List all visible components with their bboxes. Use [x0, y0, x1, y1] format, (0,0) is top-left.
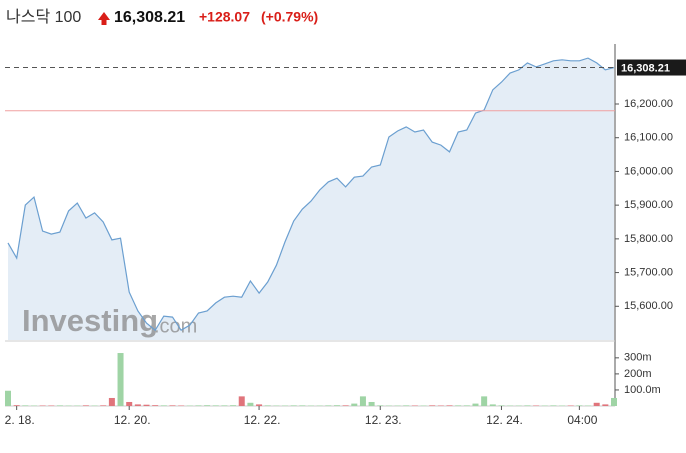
volume-bar — [489, 404, 496, 406]
volume-bar — [524, 405, 531, 406]
volume-bar — [377, 405, 384, 406]
volume-bar — [13, 405, 20, 406]
volume-bar — [299, 405, 306, 406]
volume-bar — [100, 405, 107, 406]
volume-bar — [576, 405, 583, 406]
volume-bar — [5, 390, 11, 406]
volume-bar — [160, 405, 167, 406]
change: +128.07 — [199, 9, 250, 25]
volume-bar — [212, 405, 219, 406]
volume-bar — [481, 396, 488, 406]
watermark: Investing .com — [22, 303, 197, 338]
volume-bar — [108, 397, 115, 406]
x-tick-label: 12. 23. — [365, 413, 402, 427]
x-tick-label: 12. 22. — [244, 413, 281, 427]
y-tick-label: 16,000.00 — [624, 165, 673, 177]
volume-bar — [82, 405, 89, 406]
volume-bar — [195, 405, 202, 406]
x-tick-label: 12. 24. — [486, 413, 523, 427]
x-tick-label: 04:00 — [567, 413, 597, 427]
volume-bar — [593, 402, 600, 406]
y-tick-label: 15,600.00 — [624, 300, 673, 312]
volume-bar — [143, 404, 150, 406]
last-price-box — [617, 59, 686, 76]
price-area — [8, 58, 614, 340]
volume-bar — [22, 405, 29, 406]
y-tick-label: 16,200.00 — [624, 98, 673, 110]
volume-bar — [256, 404, 263, 406]
y-tick-label: 16,100.00 — [624, 132, 673, 144]
volume-bar — [117, 353, 124, 406]
volume-bar — [126, 401, 133, 406]
volume-bar — [611, 397, 617, 406]
x-tick-label: 12. 20. — [114, 413, 151, 427]
volume-bar — [221, 405, 228, 406]
volume-bar — [238, 396, 245, 406]
last-price-label: 16,308.21 — [621, 62, 670, 74]
volume-bar — [169, 405, 176, 406]
volume-bar — [463, 405, 470, 406]
volume-bar — [403, 405, 410, 406]
watermark-brand: Investing — [22, 303, 158, 338]
volume-bar — [498, 405, 505, 406]
volume-bar — [247, 402, 254, 406]
volume-bar — [333, 405, 340, 406]
volume-bar — [429, 405, 436, 406]
volume-bar — [351, 403, 358, 406]
up-arrow — [98, 12, 110, 25]
volume-tick-label: 100.0m — [624, 384, 661, 396]
y-tick-label: 15,800.00 — [624, 233, 673, 245]
watermark-domain: .com — [154, 315, 197, 337]
volume-tick-label: 200m — [624, 368, 652, 380]
volume-tick-label: 300m — [624, 352, 652, 364]
volume-bar — [446, 405, 453, 406]
volume-bar — [152, 405, 159, 406]
volume-bar — [342, 405, 349, 406]
volume-bar — [264, 405, 271, 406]
y-tick-label: 15,700.00 — [624, 266, 673, 278]
volume-bar — [359, 396, 366, 406]
volume-bar — [56, 405, 63, 406]
volume-bar — [230, 405, 237, 406]
volume-bar — [472, 403, 479, 406]
change-pct: (+0.79%) — [261, 9, 318, 25]
volume-bar — [204, 405, 211, 406]
price-line — [7, 57, 615, 332]
index-name: 나스닥 100 — [6, 8, 81, 26]
volume-bar — [602, 404, 609, 406]
volume-bar — [550, 405, 557, 406]
volume-bar — [368, 401, 375, 406]
volume-bar — [325, 405, 332, 406]
y-tick-label: 15,900.00 — [624, 199, 673, 211]
volume-bar — [290, 405, 297, 406]
volume-bar — [455, 405, 462, 406]
x-tick-label: 2. 18. — [5, 413, 35, 427]
volume-bar — [134, 404, 141, 406]
price: 16,308.21 — [114, 9, 185, 26]
